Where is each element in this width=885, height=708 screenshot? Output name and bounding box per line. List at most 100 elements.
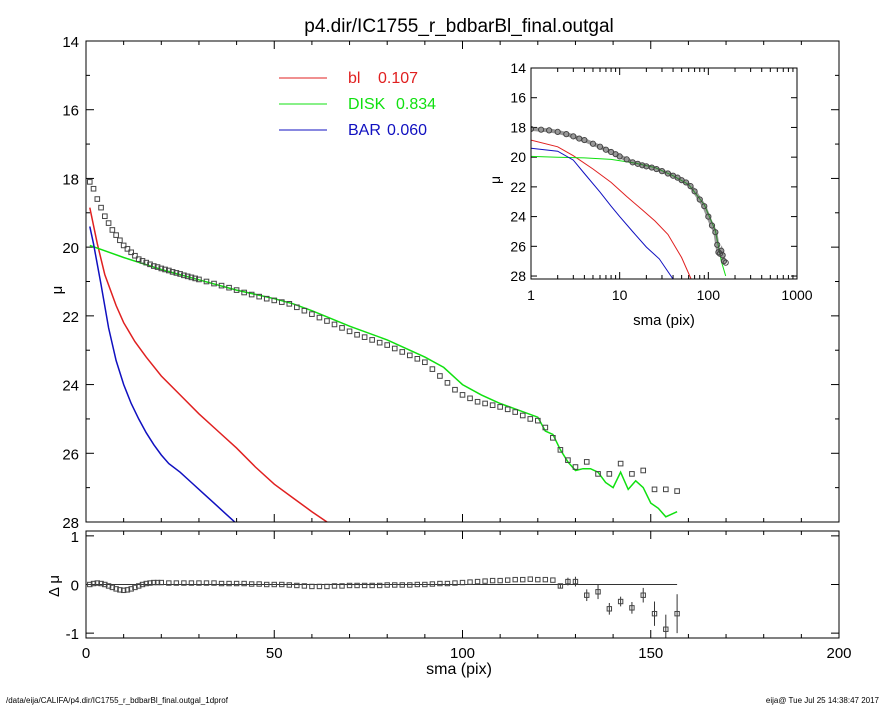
legend-label: BAR (348, 122, 381, 139)
data-point (105, 220, 112, 226)
resid-data-point (264, 581, 270, 588)
inset-data-band (531, 126, 727, 265)
resid-data-point (497, 577, 503, 584)
resid-data-point (143, 580, 149, 587)
resid-data-point (674, 610, 680, 617)
data-point (139, 258, 146, 264)
resid-y-tick-label: -1 (66, 626, 79, 643)
resid-data-point (128, 586, 134, 592)
resid-data-point (651, 610, 658, 617)
data-point (663, 486, 669, 493)
resid-data-point (474, 578, 481, 585)
data-point (173, 270, 180, 276)
resid-data-point (203, 580, 210, 586)
inset-plot-frame (530, 67, 798, 280)
data-point (527, 416, 534, 422)
resid-data-point (158, 579, 165, 586)
resid-data-point (120, 587, 127, 594)
data-point (399, 349, 406, 355)
x-axis-label: sma (pix) (426, 661, 492, 678)
main-plot-area (86, 179, 680, 522)
resid-data-point (188, 580, 195, 586)
resid-data-point (151, 579, 157, 586)
data-point (241, 289, 247, 296)
data-point (324, 318, 330, 324)
data-point (572, 464, 579, 470)
resid-data-point (105, 583, 112, 589)
data-point (143, 259, 150, 266)
resid-y-tick-label: 0 (71, 578, 79, 595)
data-point (109, 227, 116, 233)
data-point (158, 265, 165, 272)
data-point (482, 400, 488, 407)
resid-data-point (94, 580, 100, 586)
data-point (504, 406, 511, 413)
data-point (346, 328, 353, 335)
inset-y-tick-label: 14 (510, 60, 526, 76)
data-point (361, 334, 368, 340)
resid-data-point (181, 580, 187, 586)
resid-data-point (173, 580, 180, 586)
resid-data-point (339, 583, 345, 589)
resid-plot-frame (85, 530, 840, 639)
data-point (339, 325, 345, 331)
resid-data-point (132, 584, 138, 591)
data-point (98, 204, 104, 211)
resid-data-point (437, 580, 443, 587)
series-line-bar (89, 226, 236, 522)
resid-data-point (316, 583, 323, 590)
series-line-disk (89, 244, 678, 518)
data-point (286, 301, 293, 307)
data-point (192, 275, 198, 282)
data-point (188, 274, 195, 281)
resid-data-point (606, 606, 613, 612)
data-point (166, 267, 172, 274)
inset-y-tick-label: 28 (510, 268, 526, 284)
resid-data-point (309, 583, 315, 590)
resid-data-point (489, 577, 496, 584)
y-tick-label: 14 (62, 34, 79, 51)
resid-data-point (572, 578, 579, 585)
resid-data-point (459, 579, 466, 586)
data-point (519, 412, 526, 419)
resid-data-point (136, 583, 142, 589)
footer-timestamp: eija@ Tue Jul 25 14:38:47 2017 (765, 696, 879, 705)
data-point (497, 404, 503, 410)
resid-data-point (117, 587, 123, 593)
resid-data-point (384, 582, 390, 588)
data-point (181, 272, 187, 279)
data-point (422, 359, 428, 366)
resid-data-point (535, 576, 541, 583)
resid-data-point (256, 581, 262, 587)
resid-data-point (226, 580, 232, 587)
resid-data-point (663, 626, 669, 632)
data-point (583, 459, 590, 465)
resid-data-point (324, 583, 330, 590)
data-point (550, 435, 556, 441)
x-tick-label: 0 (82, 645, 90, 662)
data-point (94, 196, 101, 202)
data-point (384, 342, 390, 348)
data-point (113, 232, 119, 238)
data-point (489, 402, 496, 408)
y-tick-label: 20 (62, 240, 79, 257)
resid-data-point (584, 592, 590, 598)
data-point (256, 293, 262, 300)
y-tick-label: 24 (62, 378, 79, 395)
data-point (606, 471, 613, 477)
data-point (150, 263, 157, 269)
resid-data-point (218, 580, 225, 587)
data-point (135, 256, 142, 262)
data-point (117, 237, 123, 244)
resid-data-point (369, 582, 375, 589)
data-point (90, 185, 97, 192)
data-point (617, 460, 624, 467)
legend-value: 0.060 (387, 122, 427, 139)
resid-data-point (617, 598, 624, 605)
resid-data-point (279, 581, 285, 588)
data-point (640, 467, 647, 474)
resid-data-point (301, 583, 308, 589)
resid-data-point (331, 583, 338, 589)
resid-data-point (346, 582, 353, 589)
